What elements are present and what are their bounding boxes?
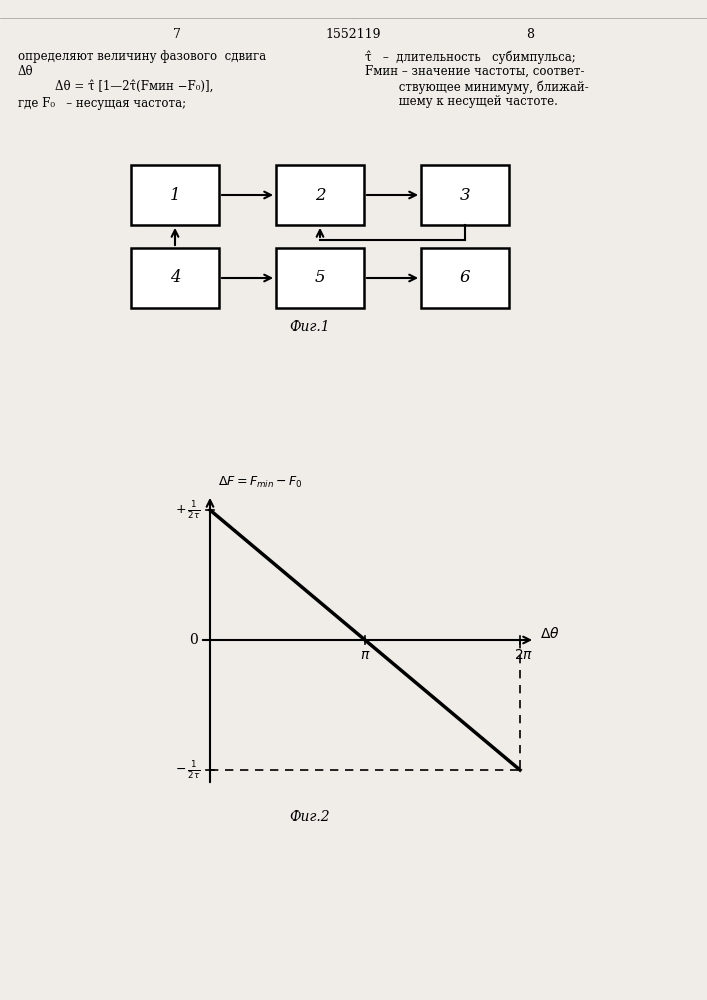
Text: $2\pi$: $2\pi$ bbox=[514, 648, 534, 662]
Bar bbox=[276, 248, 364, 308]
Text: 5: 5 bbox=[315, 269, 325, 286]
Text: τ̂   –  длительность   субимпульса;: τ̂ – длительность субимпульса; bbox=[365, 50, 575, 64]
Text: шему к несущей частоте.: шему к несущей частоте. bbox=[365, 95, 558, 108]
Bar bbox=[421, 165, 509, 225]
Text: 1552119: 1552119 bbox=[325, 28, 381, 41]
Text: $+\,\frac{1}{2\tau}$: $+\,\frac{1}{2\tau}$ bbox=[175, 499, 200, 521]
Text: Δθ = τ̂ [1—2τ̂(Fмин −F₀)],: Δθ = τ̂ [1—2τ̂(Fмин −F₀)], bbox=[55, 80, 214, 93]
Text: 6: 6 bbox=[460, 269, 470, 286]
Text: $\Delta F = F_{min} - F_0$: $\Delta F = F_{min} - F_0$ bbox=[218, 475, 303, 490]
Text: 7: 7 bbox=[173, 28, 181, 41]
Text: 1: 1 bbox=[170, 186, 180, 204]
Text: 8: 8 bbox=[526, 28, 534, 41]
Text: 4: 4 bbox=[170, 269, 180, 286]
Text: ствующее минимуму, ближай-: ствующее минимуму, ближай- bbox=[365, 80, 589, 94]
Text: где F₀   – несущая частота;: где F₀ – несущая частота; bbox=[18, 97, 186, 110]
Text: $-\,\frac{1}{2\tau}$: $-\,\frac{1}{2\tau}$ bbox=[175, 759, 200, 781]
Text: 3: 3 bbox=[460, 186, 470, 204]
Text: $\pi$: $\pi$ bbox=[360, 648, 370, 662]
Bar bbox=[131, 248, 219, 308]
Text: Фиг.2: Фиг.2 bbox=[290, 810, 330, 824]
Text: 0: 0 bbox=[189, 633, 198, 647]
Text: Fмин – значение частоты, соответ-: Fмин – значение частоты, соответ- bbox=[365, 65, 585, 78]
Bar bbox=[131, 165, 219, 225]
Bar bbox=[421, 248, 509, 308]
Text: Фиг.1: Фиг.1 bbox=[290, 320, 330, 334]
Text: Δθ: Δθ bbox=[18, 65, 34, 78]
Text: 2: 2 bbox=[315, 186, 325, 204]
Text: $\Delta\theta$: $\Delta\theta$ bbox=[540, 626, 560, 642]
Bar bbox=[276, 165, 364, 225]
Text: определяют величину фазового  сдвига: определяют величину фазового сдвига bbox=[18, 50, 266, 63]
